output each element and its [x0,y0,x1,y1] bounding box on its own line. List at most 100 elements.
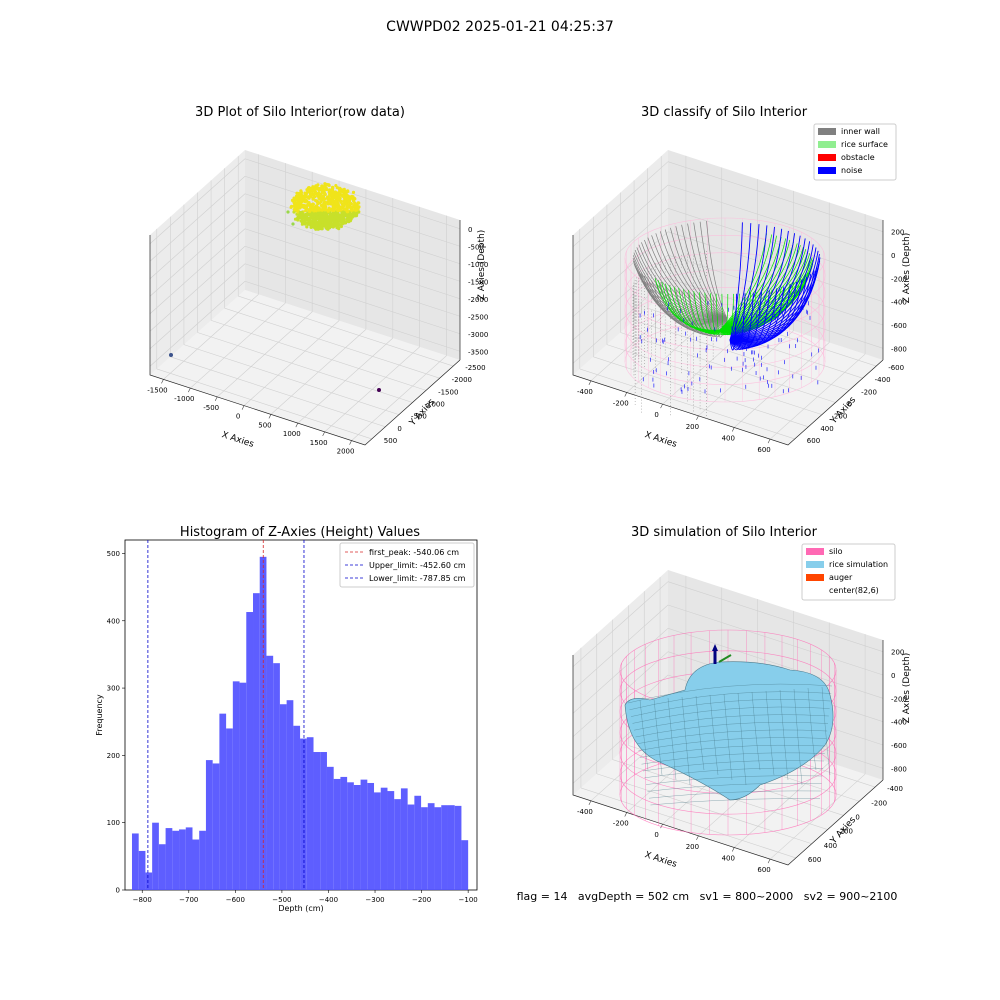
raw-data-point [327,208,331,212]
rice-simulation-mesh-line [639,745,826,758]
classify-rice-surface-trace [719,293,723,336]
classify-legend-box [813,123,897,181]
raw-data-point [352,214,356,218]
raw-data-point [329,216,334,220]
classify-rice-surface-trace [719,235,777,331]
legend-label-upper-limit: Upper_limit: -452.60 cm [369,561,466,570]
raw-data-point [327,196,331,200]
simulation-x-tick-label: -400 [577,808,593,816]
raw-data-point [314,208,318,212]
raw-y-tick-label: -2500 [465,364,485,372]
raw-x-tick [214,396,218,402]
simulation-grid-z [667,628,884,699]
histogram-bar [172,830,180,890]
histogram-x-tick-label: −300 [365,896,384,904]
raw-data-point [325,187,329,192]
raw-data-point [342,211,346,216]
rice-simulation-mesh-line [636,729,828,744]
classify-noise-trace [729,286,785,348]
raw-grid-y [197,332,413,403]
classify-rice-surface-trace [719,293,746,335]
raw-data-point [352,197,356,201]
raw-data-point [297,213,302,218]
classify-grid-z [572,254,669,341]
classify-grid-z [572,278,669,364]
classify-noise-trace [729,228,783,341]
simulation-x-tick [696,835,699,840]
raw-data-point [335,216,339,220]
classify-noise-trace [729,241,811,341]
legend-label-obstacle: obstacle [841,153,875,162]
raw-data-point [306,202,310,206]
raw-data-x-label: X Axies [220,430,255,450]
histogram-y-tick-label: 500 [107,550,120,558]
raw-data-point [344,221,348,225]
classify-y-tick-label: 400 [820,425,833,433]
raw-data-point [314,184,318,188]
raw-data-point [326,222,330,226]
histogram-bar [219,713,227,890]
histogram-bar [239,682,247,890]
raw-data-point [335,186,340,190]
raw-grid-z [149,193,246,279]
rice-simulation-mesh-line [635,722,829,738]
histogram-bar [347,782,354,890]
raw-x-tick-label: 500 [258,421,271,429]
rice-simulation-mesh-line [650,798,821,806]
histogram-bar [360,779,368,890]
rice-simulation-mesh-line [681,696,691,786]
classify-rice-surface-trace [719,289,773,334]
raw-grid-z [149,158,246,244]
classify-x-tick [696,415,699,420]
classify-noise-trace [729,279,803,345]
classify-x-tick [731,427,735,432]
legend-label-rice-surface: rice surface [841,140,888,149]
legend-swatch-inner-wall [818,128,836,135]
raw-data-point [347,199,351,203]
rice-simulation-mesh-line [807,687,817,771]
histogram-bar [374,792,381,890]
simulation-z-tick-label: -400 [891,719,907,727]
classify-inner-wall-trace [675,226,726,319]
raw-y-tick-label: -500 [411,413,427,421]
raw-data-point [312,205,316,210]
classify-noise-trace [729,225,768,341]
histogram-x-label: Depth (cm) [278,904,323,913]
raw-data-point [350,213,354,217]
raw-grid-z [149,246,246,332]
histogram-bar [185,827,193,890]
histogram-x-tick-label: −100 [459,896,478,904]
classify-rice-surface-trace [719,241,794,331]
raw-data-z-label: Z Axies (Depth) [477,230,487,301]
raw-data-point [324,208,328,212]
simulation-legend-box [801,543,896,601]
raw-data-stray-point [286,210,290,214]
legend-label-noise: noise [841,166,862,175]
histogram-bar [353,785,361,890]
legend-label-lower-limit: Lower_limit: -787.85 cm [369,574,466,583]
simulation-axis-lines [572,655,884,866]
raw-data-point [305,225,309,229]
raw-data-point [325,219,329,223]
raw-data-3d-panel: 3D Plot of Silo Interior(row data) -1500… [147,105,488,456]
histogram-x-tick-label: −600 [226,896,245,904]
rice-simulation-mesh-line [627,683,833,704]
classify-noise-trace [729,293,746,351]
rice-simulation-mesh-line [641,752,825,765]
histogram-bar [179,829,186,890]
classify-noise-trace [729,230,789,341]
raw-data-point [322,215,326,219]
simulation-x-tick-label: 400 [722,855,735,863]
raw-z-tick-label: -1500 [468,278,488,286]
raw-data-point [328,191,332,195]
classify-grid-z [572,208,669,294]
raw-data-point [341,217,345,221]
classify-noise-trace [729,247,817,341]
raw-data-point [319,225,323,229]
simulation-y-tick-label: 200 [840,828,853,836]
histogram-bar [138,850,146,890]
raw-z-tick-label: -3500 [468,348,488,356]
classify-inner-wall-trace [632,255,724,320]
raw-data-point [344,201,348,205]
raw-data-point [347,220,351,224]
